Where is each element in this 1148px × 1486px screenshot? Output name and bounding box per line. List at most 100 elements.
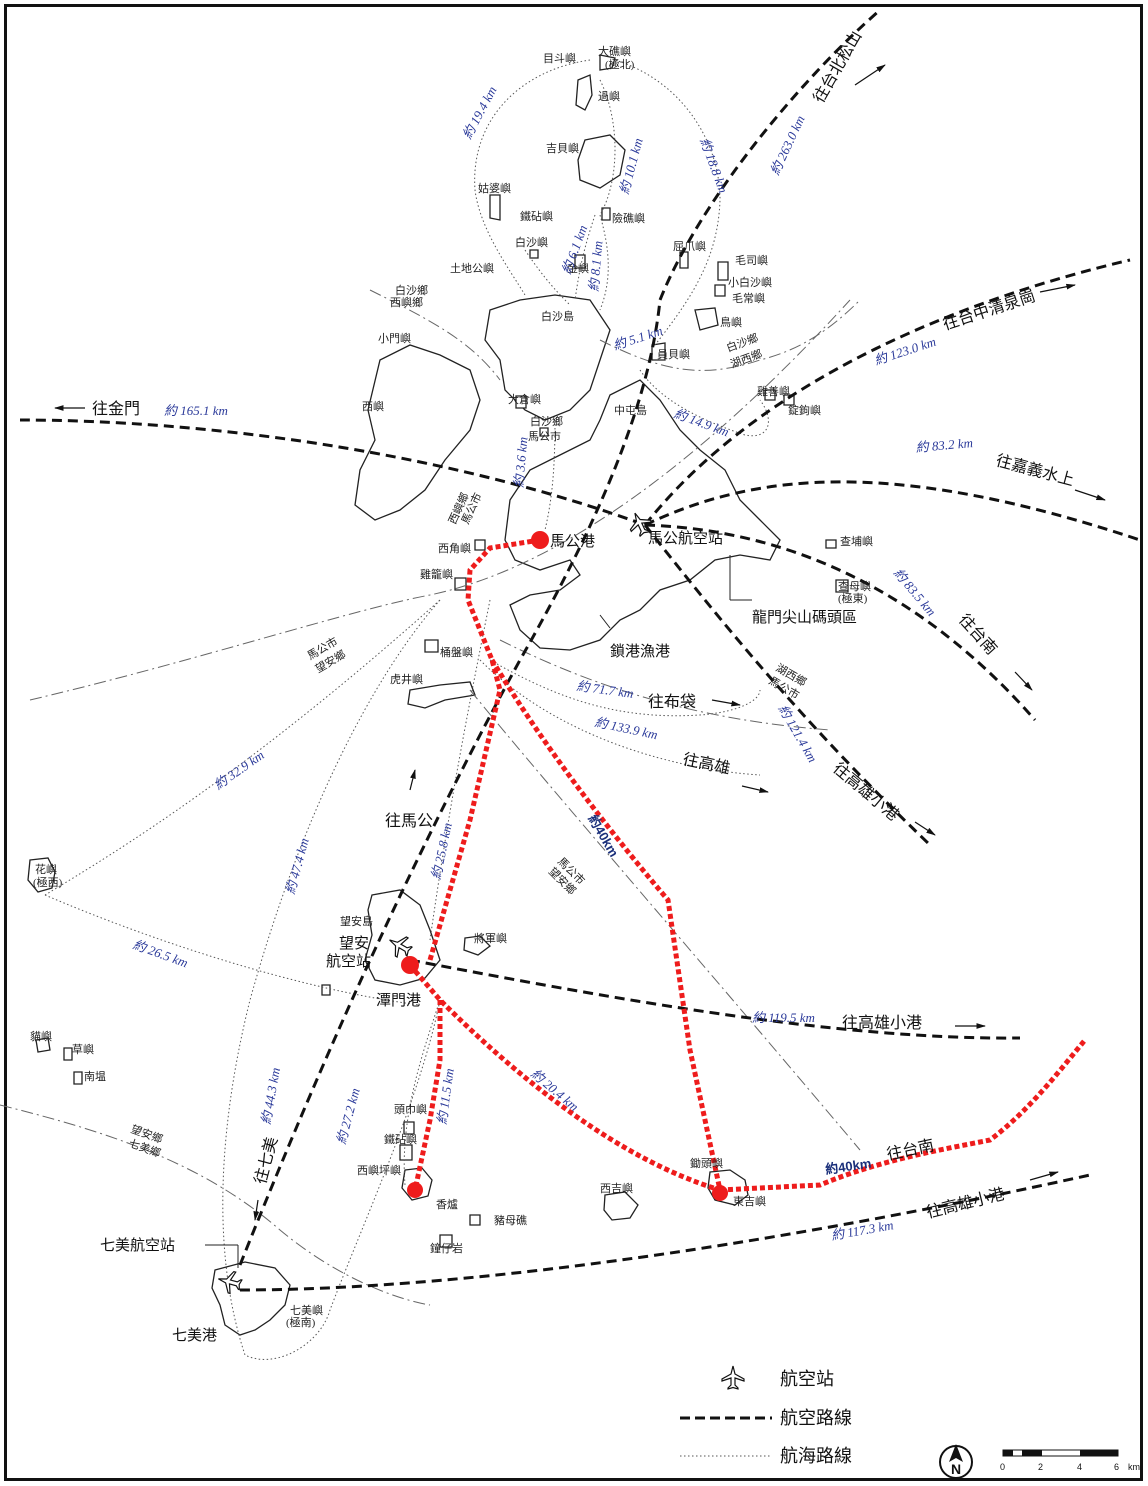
dist-3-6: 約 3.6 km [511, 436, 530, 488]
label-guyu: 過嶼 [598, 89, 620, 103]
dir-tainan-air: 往台南 [955, 611, 1001, 659]
label-quzhaoyu: 屈爪嶼 [673, 239, 706, 253]
label-qimeiyu-note: (極南) [286, 1315, 316, 1329]
air-routes [19, 8, 1141, 1292]
label-chamuyu: 查母嶼 [838, 579, 871, 593]
dir-magong: 往馬公 [385, 812, 433, 830]
xiyu-island [354, 344, 481, 521]
dir-kaohsiung-xiaogang-1: 往高雄小港 [829, 759, 902, 824]
dir-taichung: 往台中清泉崗 [941, 287, 1038, 334]
label-maochangyu: 毛常嶼 [732, 291, 765, 305]
label-xiaobaishayu: 小白沙嶼 [728, 275, 772, 289]
label-zhuogouyu: 錠鉤嶼 [788, 403, 821, 417]
jibei-island [577, 134, 626, 189]
dir-kaohsiung: 往高雄 [681, 750, 732, 778]
penghu-main-island [504, 379, 781, 651]
label-jiangjunyu: 將軍嶼 [474, 931, 507, 945]
label-tudigongyu: 土地公嶼 [450, 261, 494, 275]
scale-bar: 0 2 4 6 km [1000, 1449, 1140, 1472]
label-yuanbeiyu: 員貝嶼 [657, 347, 690, 361]
label-jibeiyu: 吉貝嶼 [546, 141, 579, 155]
label-magong-port: 馬公港 [550, 533, 595, 550]
distance-labels: 約 19.4 km 約 18.8 km 約 10.1 km 約 6.1 km 約… [131, 84, 973, 1243]
label-chapoyu: 查埔嶼 [840, 534, 873, 548]
xiyuping-dot [407, 1182, 423, 1198]
label-dachiyu: 大礁嶼 [598, 44, 631, 58]
label-caoyu: 草嶼 [72, 1042, 94, 1056]
label-jijiyu: 鋤頭嶼 [690, 1156, 723, 1170]
label-huayu-note: (極西) [33, 875, 63, 889]
district-boundaries [0, 289, 861, 1306]
port-labels: 馬公港 馬公航空站 龍門尖山碼頭區 鎖港漁港 望安 航空站 潭門港 七美航空站 … [100, 530, 857, 1344]
dir-tainan-red: 往台南 [885, 1136, 936, 1164]
dist-18-8: 約 18.8 km [697, 136, 731, 195]
dist-83-2: 約 83.2 km [915, 435, 974, 455]
label-zhaziyan: 鐘仔岩 [430, 1241, 463, 1255]
scale-tick-4: 4 [1077, 1462, 1082, 1472]
label-suogang: 鎖港漁港 [610, 643, 670, 660]
dist-121-4: 約 121.4 km [775, 702, 820, 765]
dir-taibei: 往台北松山 [810, 28, 866, 106]
dist-32-9: 約 32.9 km [211, 747, 267, 792]
islands-layer [27, 54, 849, 1336]
legend-airport-label: 航空站 [780, 1369, 834, 1389]
dir-qimei: 往七美 [251, 1135, 281, 1186]
label-tiemuyu: 豬母礁 [494, 1213, 527, 1227]
label-xijiyu: 西吉嶼 [600, 1181, 633, 1195]
label-niaoyu: 鳥嶼 [720, 315, 742, 329]
hujing-island [407, 681, 476, 709]
magong-port-dot [531, 531, 549, 549]
wangan-island [364, 889, 441, 986]
label-dachiyu-note: (極北) [605, 57, 635, 71]
label-longmen: 龍門尖山碼頭區 [752, 609, 857, 626]
dist-20-4: 約 20.4 km [528, 1066, 582, 1114]
label-xiangyu: 香爐 [436, 1197, 458, 1211]
label-nanqi: 南塭 [84, 1070, 106, 1083]
label-tiezhenyu2: 鐵砧嶼 [384, 1132, 417, 1146]
dist-71-7: 約 71.7 km [576, 678, 635, 701]
district-baisha-2: 白沙鄉 [530, 414, 563, 428]
dist-44-3: 約 44.3 km [258, 1066, 283, 1125]
dist-8-1: 約 8.1 km [586, 240, 605, 292]
dist-123: 約 123.0 km [872, 334, 937, 368]
dir-kaohsiung-xiaogang-2: 往高雄小港 [842, 1014, 922, 1032]
dist-19-4: 約 19.4 km [459, 84, 499, 142]
scale-unit: km [1128, 1462, 1140, 1472]
label-jishanyu: 雞善嶼 [757, 384, 790, 398]
label-baishadao: 白沙島 [541, 309, 574, 323]
dist-133-9: 約 133.9 km [593, 714, 659, 742]
scale-tick-2: 2 [1038, 1462, 1043, 1472]
label-chamuyu-note: (極東) [838, 591, 868, 605]
label-dongjiyu: 東吉嶼 [733, 1194, 766, 1208]
legend: 航空站 航空路線 航海路線 [680, 1365, 852, 1466]
dir-kaohsiung-xiaogang-3: 往高雄小港 [925, 1185, 1007, 1222]
north-label: N [951, 1461, 961, 1477]
scale-tick-6: 6 [1114, 1462, 1119, 1472]
label-jilongyu: 雞籠嶼 [420, 567, 453, 581]
island-labels: 目斗嶼 大礁嶼 (極北) 過嶼 吉貝嶼 姑婆嶼 鐵砧嶼 險礁嶼 白沙嶼 土地公嶼… [30, 44, 873, 1329]
dist-119-5: 約 119.5 km [752, 1010, 815, 1025]
label-tongpanyu: 桶盤嶼 [440, 645, 473, 659]
label-tanmen: 潭門港 [376, 992, 421, 1009]
label-zhongtundao: 中屯島 [614, 403, 647, 417]
huayu-island [27, 857, 56, 893]
label-qimei-airport: 七美航空站 [100, 1237, 175, 1254]
label-xiyupingyu: 西嶼坪嶼 [357, 1163, 401, 1177]
label-xiyu: 西嶼 [362, 399, 384, 413]
north-arrow-icon: N [939, 1444, 973, 1479]
legend-air-label: 航空路線 [780, 1408, 852, 1428]
district-baisha: 白沙鄉 [395, 283, 428, 297]
dongji-dot [712, 1185, 728, 1201]
label-mudouyu: 目斗嶼 [543, 51, 576, 65]
label-maosiyu: 毛司嶼 [735, 253, 768, 267]
label-huayu: 花嶼 [35, 862, 57, 876]
direction-arrows [54, 64, 1106, 1221]
dir-jiayi: 往嘉義水上 [994, 451, 1076, 489]
tanmen-port-dot [401, 956, 419, 974]
label-toujinyu: 頭巾嶼 [394, 1102, 427, 1116]
label-wangan-airport-1: 望安 [339, 935, 369, 952]
dist-47-4: 約 47.4 km [282, 836, 311, 895]
legend-airport-icon [721, 1365, 745, 1390]
district-xiyu: 西嶼鄉 [390, 295, 423, 309]
district-magong: 馬公市 [528, 429, 561, 443]
